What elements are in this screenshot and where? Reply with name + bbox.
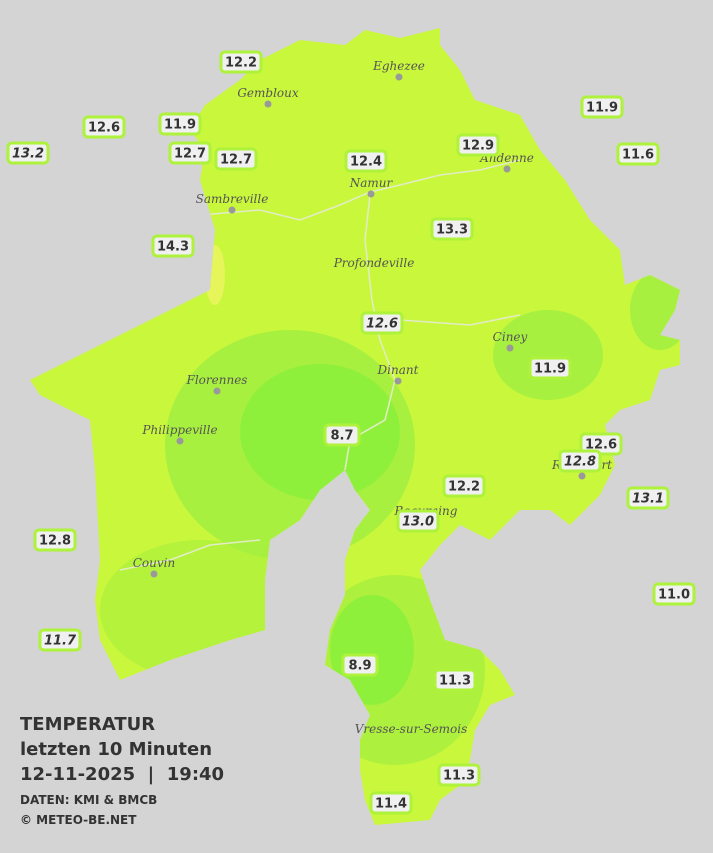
station-box — [214, 147, 258, 171]
station-value: 12.9 — [462, 139, 494, 154]
station-value: 12.2 — [448, 480, 480, 495]
station-value: 13.0 — [402, 515, 434, 530]
temp-zone — [493, 310, 603, 400]
city-dot — [213, 387, 221, 395]
station-value: 12.8 — [564, 455, 596, 470]
station-value: 11.0 — [658, 588, 690, 603]
station-value: 12.7 — [220, 153, 252, 168]
city-label: Couvin — [133, 556, 175, 570]
legend-subtitle: letzten 10 Minuten — [20, 739, 212, 760]
station-box — [151, 234, 195, 258]
city-dot — [506, 344, 514, 352]
city-dot — [503, 165, 511, 173]
city-dot — [395, 73, 403, 81]
city-label: Dinant — [377, 363, 419, 377]
temp-zone — [240, 364, 400, 500]
station-box — [6, 141, 50, 165]
legend-copyright: © METEO-BE.NET — [20, 813, 137, 827]
station-box — [442, 474, 486, 498]
city-dot — [228, 206, 236, 214]
city-label: Eghezee — [372, 59, 425, 73]
station-box — [652, 582, 696, 606]
city-label: Vresse-sur-Semois — [355, 722, 468, 736]
station-box — [360, 311, 404, 335]
station-box — [558, 449, 602, 473]
station-box — [369, 791, 413, 815]
city-dot — [176, 437, 184, 445]
station-value: 12.7 — [174, 147, 206, 162]
station-box — [38, 628, 82, 652]
station-box — [528, 356, 572, 380]
station-box — [430, 217, 474, 241]
station-value: 11.9 — [534, 362, 566, 377]
station-box — [168, 141, 212, 165]
city-dot — [578, 472, 586, 480]
station-value: 14.3 — [157, 240, 189, 255]
station-value: 12.6 — [366, 317, 398, 332]
city-dot — [150, 570, 158, 578]
city-dot — [394, 377, 402, 385]
station-box — [433, 668, 477, 692]
station-value: 13.1 — [632, 492, 664, 507]
city-dot — [367, 190, 375, 198]
station-box — [456, 133, 500, 157]
station-box — [616, 142, 660, 166]
station-value: 11.9 — [164, 118, 196, 133]
legend-datetime: 12-11-2025 | 19:40 — [20, 764, 224, 785]
station-value: 11.7 — [44, 634, 77, 649]
station-value: 11.6 — [622, 148, 654, 163]
station-box — [626, 486, 670, 510]
station-value: 11.9 — [586, 101, 618, 116]
station-box — [82, 115, 126, 139]
legend-title: TEMPERATUR — [20, 714, 155, 735]
cities: EghezeeGemblouxAndenneNamurSambrevillePr… — [133, 59, 612, 736]
station-value: 12.8 — [39, 534, 71, 549]
station-value: 13.2 — [12, 147, 44, 162]
station-value: 8.7 — [330, 429, 353, 444]
city-label: Ciney — [493, 330, 528, 344]
station-box — [396, 509, 440, 533]
legend: TEMPERATUR letzten 10 Minuten 12-11-2025… — [20, 714, 224, 827]
city-label: Sambreville — [196, 192, 269, 206]
station-box — [219, 50, 263, 74]
station-value: 12.2 — [225, 56, 257, 71]
temp-zone — [330, 595, 414, 705]
station-value: 12.6 — [88, 121, 120, 136]
city-label: Namur — [349, 176, 394, 190]
city-label: Florennes — [186, 373, 248, 387]
station-value: 11.4 — [375, 797, 407, 812]
city-label: Philippeville — [141, 423, 217, 437]
station-box — [158, 112, 202, 136]
station-box — [344, 149, 388, 173]
station-box — [323, 423, 361, 447]
city-label: Profondeville — [333, 256, 415, 270]
station-value: 8.9 — [348, 659, 371, 674]
station-value: 12.4 — [350, 155, 382, 170]
station-value: 13.3 — [436, 223, 468, 238]
city-label: Gembloux — [237, 86, 299, 100]
legend-source: DATEN: KMI & BMCB — [20, 793, 157, 807]
city-dot — [264, 100, 272, 108]
station-box — [341, 653, 379, 677]
station-value: 11.3 — [439, 674, 471, 689]
station-box — [437, 763, 481, 787]
station-box — [33, 528, 77, 552]
station-value: 11.3 — [443, 769, 475, 784]
station-box — [580, 95, 624, 119]
stations: 12.2 12.6 11.9 13.2 12.7 12.7 12.4 12.9 11.9 11.6… — [6, 50, 696, 815]
station-value: 12.6 — [585, 438, 617, 453]
